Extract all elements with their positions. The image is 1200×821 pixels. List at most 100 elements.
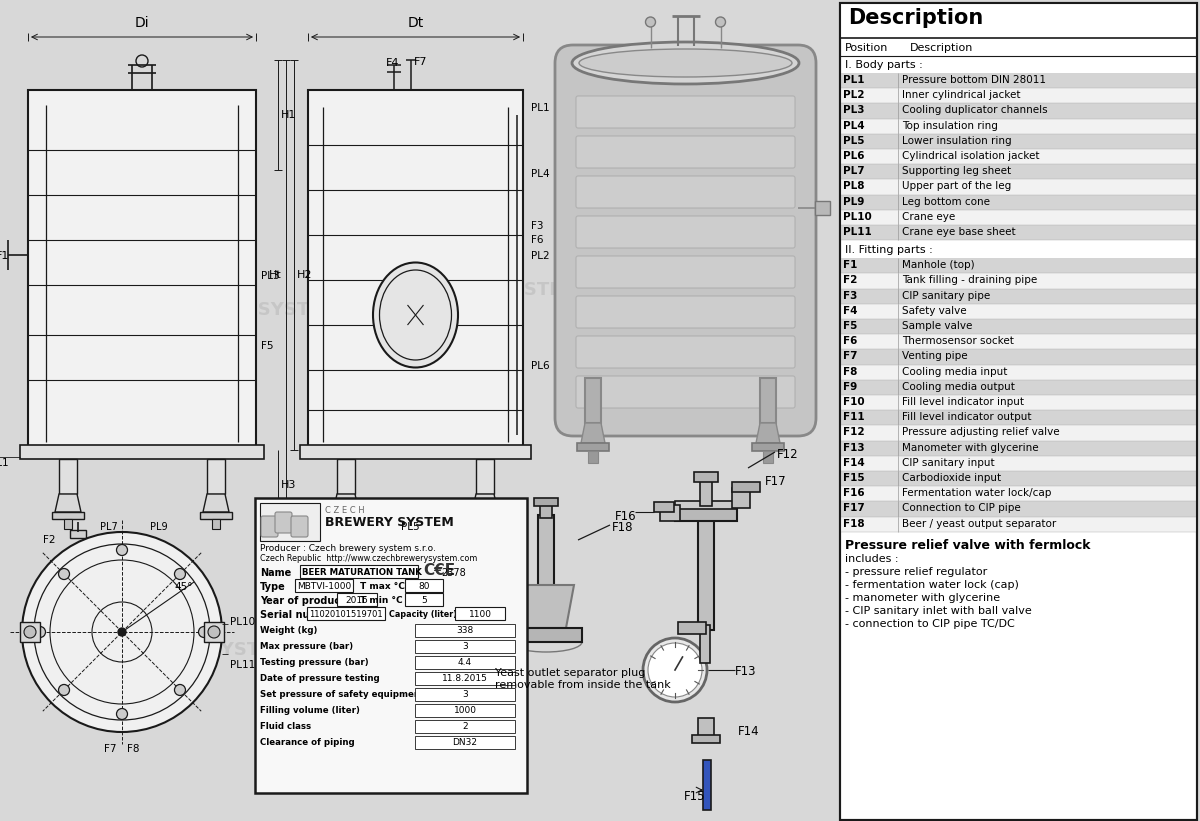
- Text: Manhole (top): Manhole (top): [902, 260, 974, 270]
- Text: F14: F14: [738, 725, 760, 738]
- Text: Name: Name: [260, 568, 292, 578]
- Circle shape: [24, 626, 36, 638]
- Bar: [840, 3, 1198, 820]
- FancyBboxPatch shape: [576, 136, 796, 168]
- Text: Yeast outlet separator plug
removable from inside the tank: Yeast outlet separator plug removable fr…: [496, 668, 671, 690]
- FancyBboxPatch shape: [576, 256, 796, 288]
- Text: Safety valve: Safety valve: [902, 305, 967, 316]
- Text: Fill level indicator output: Fill level indicator output: [902, 412, 1032, 422]
- Circle shape: [715, 17, 726, 27]
- Bar: [841, 425, 1196, 441]
- Text: Pressure bottom DIN 28011: Pressure bottom DIN 28011: [902, 75, 1046, 85]
- Text: F7: F7: [104, 744, 116, 754]
- Bar: [841, 149, 1196, 164]
- Text: Weight (kg): Weight (kg): [260, 626, 317, 635]
- Bar: [654, 502, 674, 512]
- Bar: [763, 451, 773, 463]
- Text: PL1: PL1: [530, 103, 550, 113]
- Bar: [70, 530, 86, 538]
- Circle shape: [22, 532, 222, 732]
- Bar: [204, 622, 224, 642]
- Text: F7: F7: [842, 351, 858, 361]
- Bar: [295, 579, 353, 592]
- Text: Beer / yeast output separator: Beer / yeast output separator: [902, 519, 1056, 529]
- Text: F3: F3: [842, 291, 857, 300]
- Text: PL2: PL2: [842, 90, 864, 100]
- Text: PL4: PL4: [530, 169, 550, 179]
- Bar: [841, 88, 1196, 103]
- Bar: [841, 486, 1196, 502]
- Bar: [674, 501, 737, 509]
- Text: CIP sanitary input: CIP sanitary input: [902, 458, 995, 468]
- Bar: [415, 720, 515, 733]
- Text: Czech Republic  http://www.czechbrewerysystem.com: Czech Republic http://www.czechbrewerysy…: [260, 554, 478, 563]
- Bar: [415, 672, 515, 685]
- Circle shape: [643, 638, 707, 702]
- Bar: [840, 3, 1198, 38]
- Text: 4.4: 4.4: [458, 658, 472, 667]
- Bar: [260, 503, 320, 541]
- Bar: [841, 395, 1196, 410]
- Text: H2: H2: [298, 270, 312, 280]
- Bar: [815, 201, 830, 215]
- Bar: [406, 593, 443, 606]
- Text: - pressure relief regulator: - pressure relief regulator: [845, 566, 988, 577]
- Bar: [841, 103, 1196, 118]
- Text: BREWERY SYSTEM: BREWERY SYSTEM: [325, 516, 454, 529]
- Circle shape: [118, 628, 126, 636]
- Bar: [52, 512, 84, 519]
- Text: PL5: PL5: [401, 522, 419, 532]
- Text: Venting pipe: Venting pipe: [902, 351, 967, 361]
- Circle shape: [198, 626, 210, 637]
- Text: 3: 3: [462, 642, 468, 651]
- Bar: [330, 512, 362, 519]
- Text: F3: F3: [530, 221, 544, 231]
- Ellipse shape: [373, 263, 458, 368]
- Text: Inner cylindrical jacket: Inner cylindrical jacket: [902, 90, 1020, 100]
- Text: Position: Position: [845, 43, 888, 53]
- Text: F15: F15: [684, 790, 706, 803]
- Bar: [469, 512, 502, 519]
- Bar: [20, 445, 264, 459]
- Text: 2378: 2378: [442, 568, 466, 578]
- Bar: [476, 459, 494, 494]
- Bar: [841, 289, 1196, 304]
- Circle shape: [646, 17, 655, 27]
- Text: F17: F17: [766, 475, 787, 488]
- Text: F13: F13: [734, 665, 756, 678]
- Text: Tank filling - draining pipe: Tank filling - draining pipe: [902, 275, 1037, 286]
- Text: Cooling duplicator channels: Cooling duplicator channels: [902, 105, 1048, 116]
- FancyBboxPatch shape: [576, 376, 796, 408]
- Circle shape: [35, 626, 46, 637]
- Bar: [64, 519, 72, 529]
- Bar: [841, 471, 1196, 486]
- Bar: [700, 625, 710, 663]
- Bar: [337, 593, 377, 606]
- Bar: [703, 760, 710, 810]
- Bar: [841, 195, 1196, 210]
- Text: Producer : Czech brewery system s.r.o.: Producer : Czech brewery system s.r.o.: [260, 544, 436, 553]
- Bar: [841, 365, 1196, 380]
- Bar: [841, 225, 1196, 241]
- Text: Description: Description: [910, 43, 973, 53]
- Text: Date of pressure testing: Date of pressure testing: [260, 674, 379, 683]
- Bar: [534, 498, 558, 506]
- Text: CIP sanitary pipe: CIP sanitary pipe: [902, 291, 990, 300]
- Bar: [415, 736, 515, 749]
- Text: Crane eye: Crane eye: [902, 212, 955, 222]
- Text: 1100: 1100: [468, 610, 492, 619]
- Text: PL10: PL10: [230, 617, 256, 627]
- Text: PL4: PL4: [842, 121, 865, 131]
- Text: T min °C: T min °C: [360, 596, 403, 605]
- Text: Connection to CIP pipe: Connection to CIP pipe: [902, 503, 1021, 513]
- Text: 2: 2: [462, 722, 468, 731]
- Text: Fermentation water lock/cap: Fermentation water lock/cap: [902, 488, 1051, 498]
- Bar: [588, 451, 598, 463]
- Bar: [415, 688, 515, 701]
- Bar: [841, 350, 1196, 365]
- Text: PL11: PL11: [230, 660, 256, 670]
- Text: Year of production: Year of production: [260, 596, 362, 606]
- Bar: [200, 512, 232, 519]
- Text: 3: 3: [462, 690, 468, 699]
- Text: F16: F16: [616, 510, 637, 523]
